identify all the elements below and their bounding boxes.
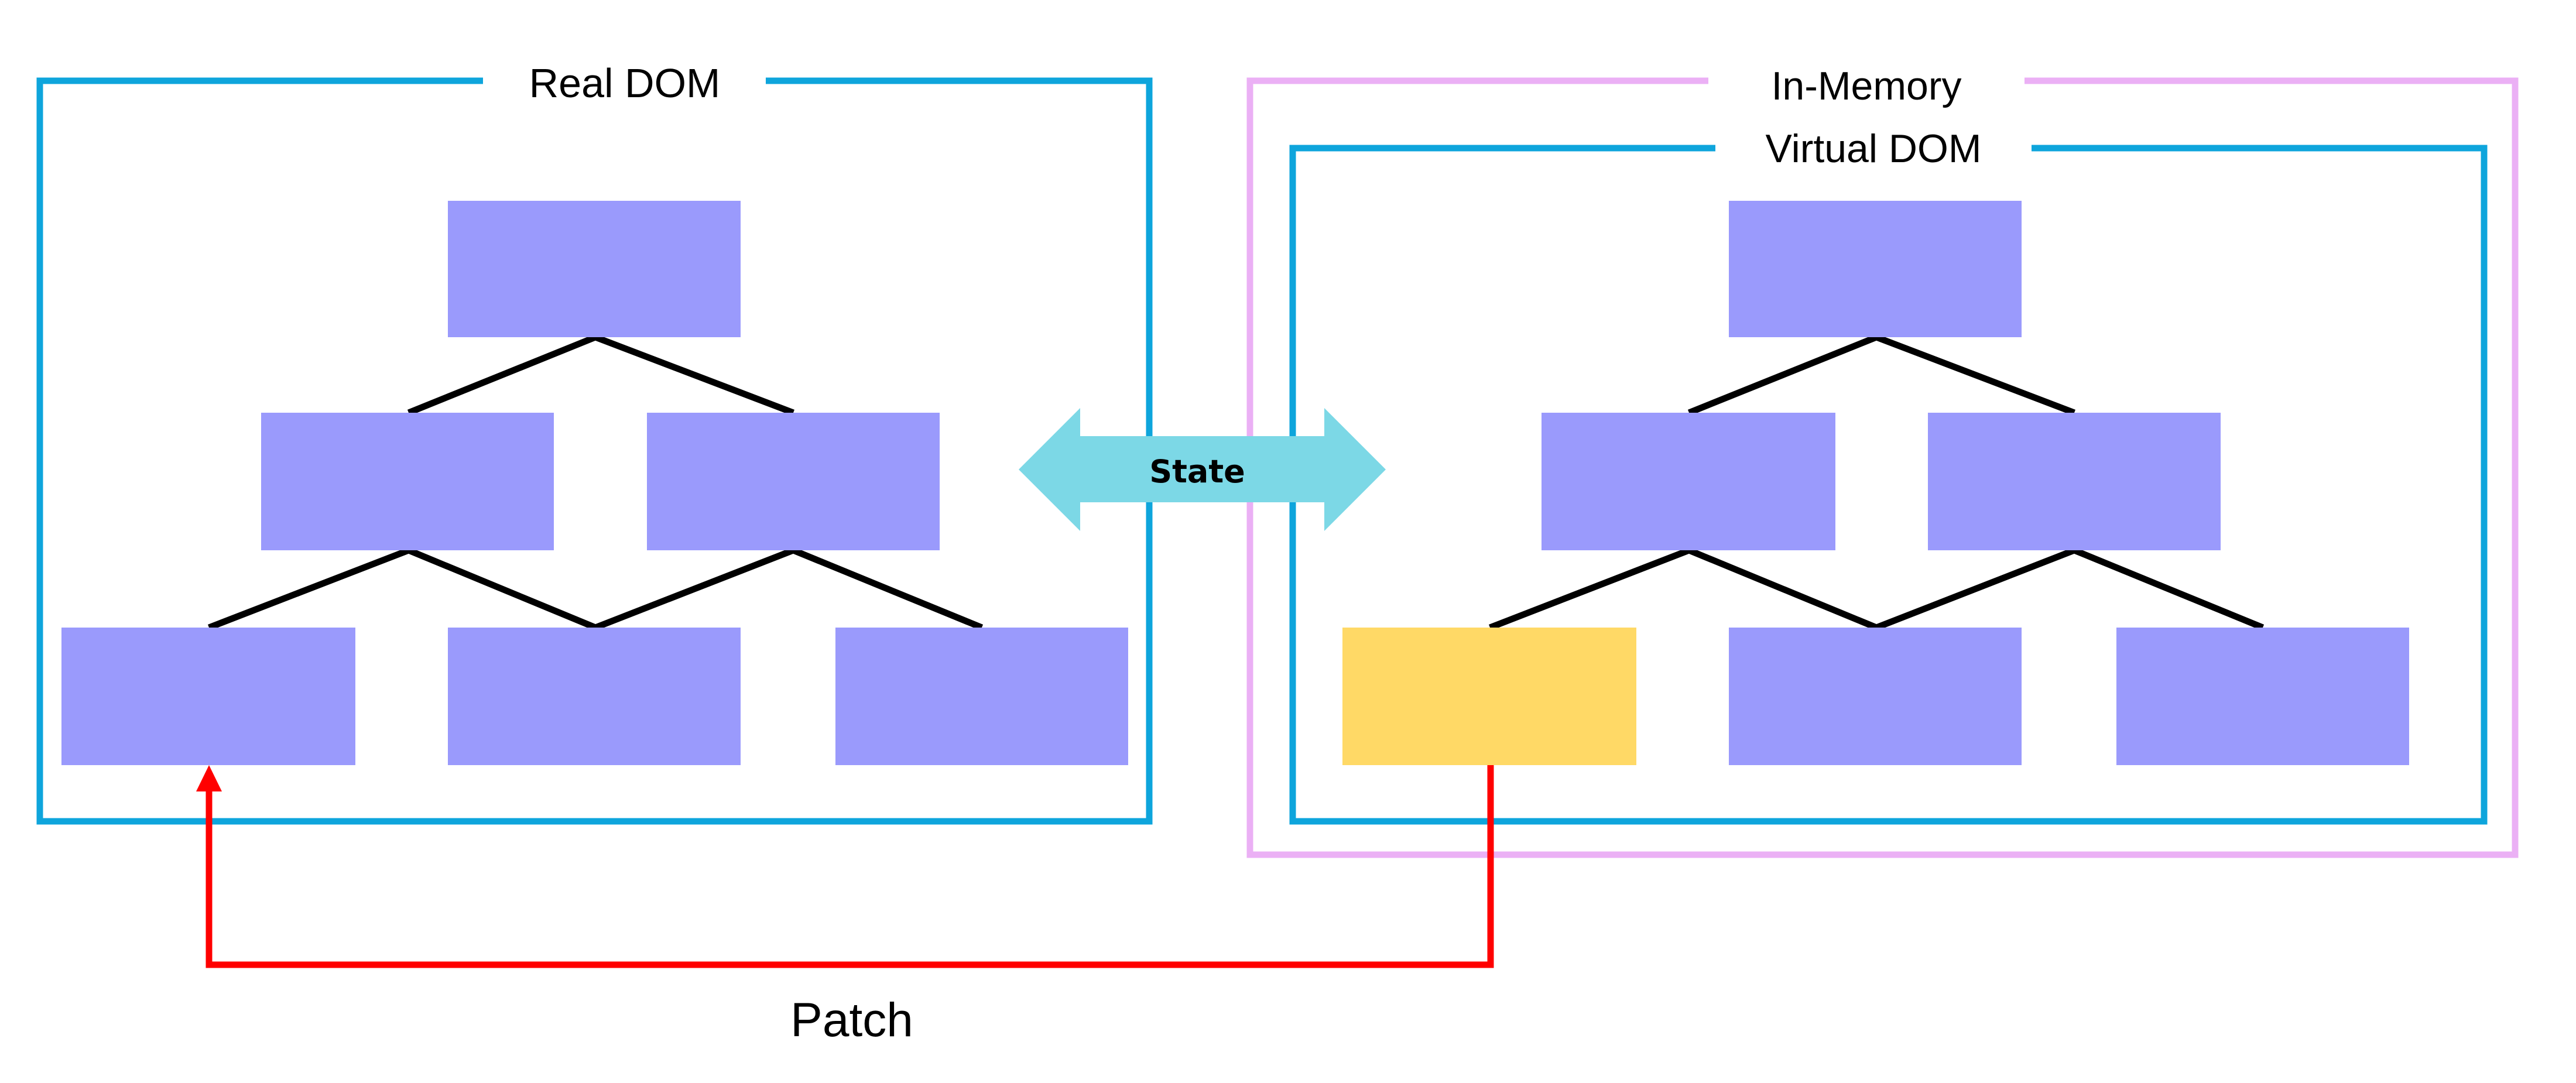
virtual-dom-edges	[1489, 334, 2265, 631]
tree-node-root	[1729, 201, 2022, 337]
tree-node-leaf-3	[2116, 628, 2409, 765]
tree-edge	[1489, 547, 1690, 631]
tree-edge	[1875, 334, 2075, 416]
virtual-dom-tree	[1342, 201, 2409, 765]
tree-edge	[1875, 547, 2076, 631]
tree-node-child-left	[1542, 413, 1835, 550]
tree-edge	[407, 334, 597, 416]
real-dom-edges	[208, 334, 984, 631]
tree-edge	[594, 334, 794, 416]
tree-edge	[208, 547, 410, 631]
tree-node-leaf-2	[1729, 628, 2022, 765]
patch-arrow	[196, 765, 1494, 968]
in-memory-frame	[1246, 77, 2519, 858]
patch-arrow-head	[196, 765, 222, 791]
state-label: State	[1149, 453, 1245, 490]
real-dom-label: Real DOM	[529, 60, 721, 106]
state-arrow: State	[1019, 408, 1386, 531]
in-memory-label: In-Memory	[1772, 64, 1962, 108]
patch-arrow-line	[205, 765, 1494, 968]
virtual-dom-frame	[1289, 145, 2488, 825]
frames	[36, 77, 2519, 858]
tree-edge	[407, 547, 597, 631]
tree-node-root	[448, 201, 741, 337]
tree-node-changed-leaf	[1342, 628, 1636, 765]
tree-edge	[1687, 334, 1878, 416]
virtual-dom-label: Virtual DOM	[1765, 126, 1981, 171]
tree-edge	[594, 547, 795, 631]
tree-node-child-right	[647, 413, 940, 550]
state-arrow-shape	[1019, 408, 1386, 531]
patch-label: Patch	[790, 993, 913, 1047]
tree-node-child-right	[1928, 413, 2221, 550]
real-dom-frame	[36, 77, 1153, 825]
tree-node-child-left	[261, 413, 554, 550]
tree-node-leaf-3	[835, 628, 1128, 765]
tree-edge	[1687, 547, 1878, 631]
tree-edge	[2073, 547, 2265, 631]
tree-node-leaf-2	[448, 628, 741, 765]
tree-edge	[792, 547, 984, 631]
real-dom-tree	[61, 201, 1128, 765]
tree-node-leaf-1	[61, 628, 355, 765]
